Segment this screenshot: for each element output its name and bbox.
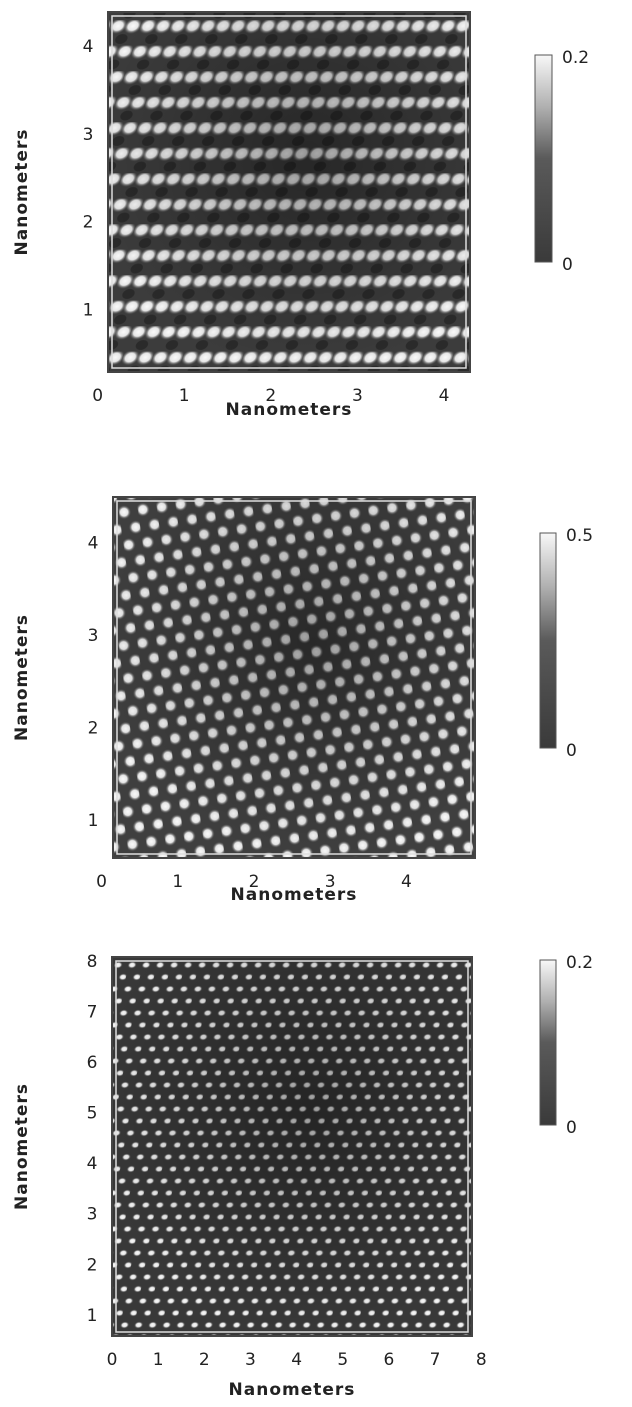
x-tick-label: 1: [179, 386, 190, 406]
y-tick-label: 5: [87, 1104, 98, 1124]
y-tick-label: 7: [87, 1003, 98, 1023]
x-tick-label: 6: [384, 1350, 395, 1370]
colorbar-tick-label: 0: [566, 1118, 577, 1138]
y-axis-title: Nanometers: [12, 129, 32, 256]
y-axis-title: Nanometers: [12, 1083, 32, 1210]
colorbar: [535, 55, 552, 262]
y-tick-label: 4: [83, 37, 94, 57]
y-tick-label: 8: [87, 952, 98, 972]
image-shade: [112, 957, 472, 1336]
image-shade: [108, 12, 470, 372]
y-tick-label: 1: [83, 301, 94, 321]
x-tick-label: 3: [352, 386, 363, 406]
x-tick-label: 8: [476, 1350, 487, 1370]
y-tick-label: 4: [87, 1154, 98, 1174]
x-tick-label: 4: [291, 1350, 302, 1370]
y-tick-label: 3: [83, 125, 94, 145]
colorbar-tick-label: 0.5: [566, 526, 593, 546]
image-shade: [113, 497, 475, 858]
x-tick-label: 3: [245, 1350, 256, 1370]
figure: 0 1 2 3 4 1 2 3 4 Nanometers Nanometers 0 0.2 0 1 2 3 4 1 2…: [0, 0, 632, 1407]
x-tick-label: 7: [430, 1350, 441, 1370]
colorbar-tick-label: 0: [562, 255, 573, 275]
y-tick-label: 2: [87, 1255, 98, 1275]
y-tick-label: 2: [88, 718, 99, 738]
page: {"chart_data": [ {"type": "image", "xlab…: [0, 0, 632, 1407]
x-tick-label: 2: [199, 1350, 210, 1370]
y-tick-label: 1: [87, 1306, 98, 1326]
y-tick-label: 1: [88, 811, 99, 831]
y-tick-label: 3: [88, 626, 99, 646]
x-tick-label: 0: [92, 386, 103, 406]
x-tick-label: 1: [153, 1350, 164, 1370]
x-tick-label: 0: [96, 872, 107, 892]
y-tick-label: 3: [87, 1205, 98, 1225]
y-tick-label: 2: [83, 213, 94, 233]
x-axis-title: Nanometers: [229, 1380, 356, 1400]
x-axis-title: Nanometers: [226, 400, 353, 420]
x-tick-label: 1: [172, 872, 183, 892]
y-tick-label: 6: [87, 1053, 98, 1073]
colorbar-tick-label: 0.2: [562, 48, 589, 68]
colorbar-tick-label: 0.2: [566, 953, 593, 973]
colorbar: [540, 533, 556, 748]
y-axis-title: Nanometers: [12, 614, 32, 741]
x-axis-title: Nanometers: [231, 885, 358, 905]
x-tick-label: 4: [401, 872, 412, 892]
y-tick-label: 4: [88, 533, 99, 553]
colorbar: [540, 960, 556, 1125]
x-tick-label: 0: [107, 1350, 118, 1370]
x-tick-label: 5: [337, 1350, 348, 1370]
colorbar-tick-label: 0: [566, 741, 577, 761]
x-tick-label: 4: [439, 386, 450, 406]
